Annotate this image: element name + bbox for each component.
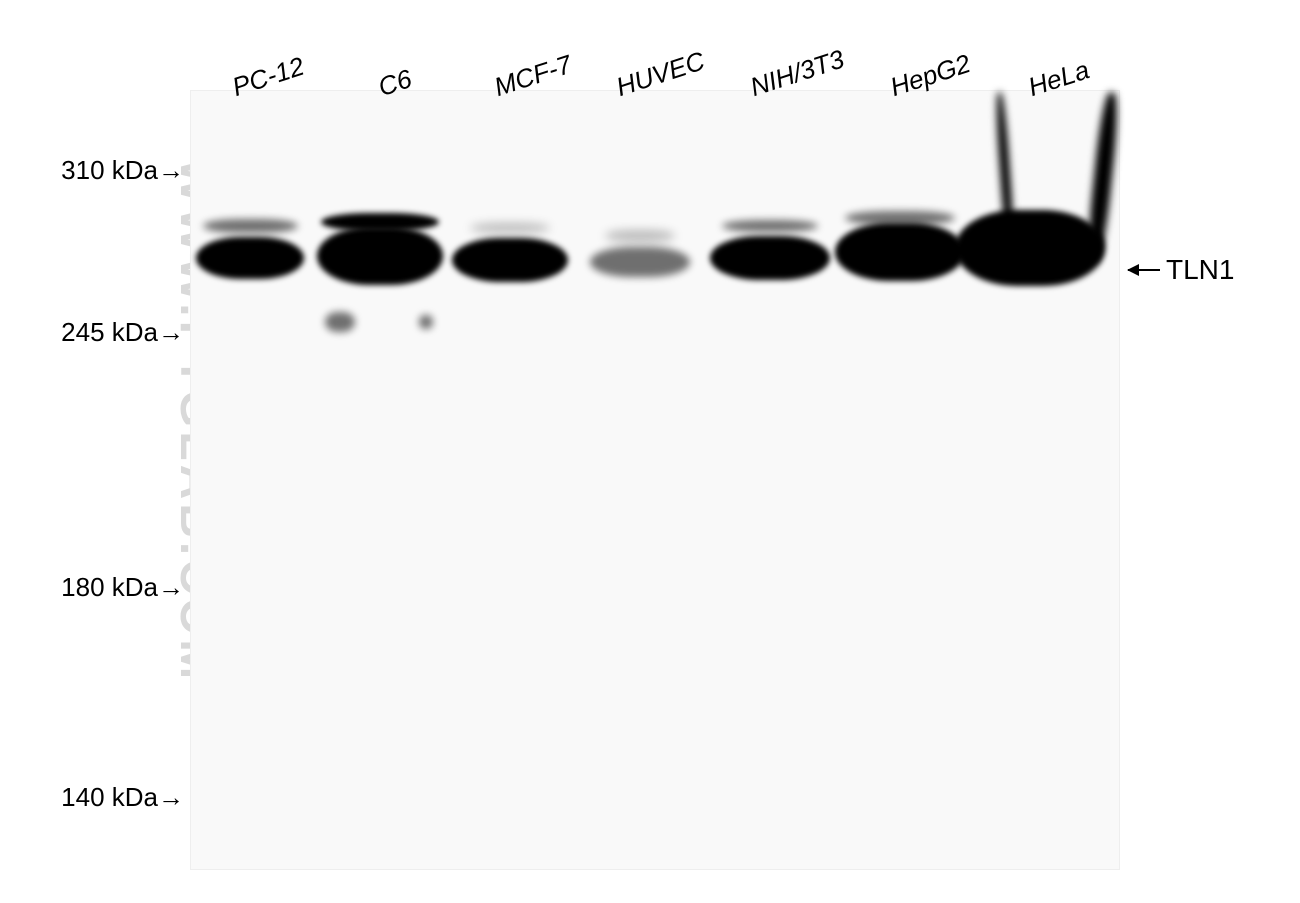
blot-band xyxy=(452,238,568,282)
blot-band xyxy=(317,227,443,285)
blot-band xyxy=(835,223,965,281)
blot-band xyxy=(710,236,830,280)
blot-band xyxy=(605,230,675,242)
blot-band xyxy=(722,220,818,232)
blot-band xyxy=(321,213,439,231)
blot-band xyxy=(419,315,433,329)
mw-marker-label: 180 kDa→ xyxy=(61,572,184,603)
blot-band xyxy=(590,247,690,277)
mw-marker-label: 140 kDa→ xyxy=(61,782,184,813)
mw-marker-label: 245 kDa→ xyxy=(61,317,184,348)
figure-container: WWW.PTGLAB.COM TLN1 PC-12C6MCF-7HUVECNIH… xyxy=(0,0,1300,903)
blot-band xyxy=(955,210,1105,286)
blot-band xyxy=(470,223,550,233)
target-protein-name: TLN1 xyxy=(1166,254,1234,286)
blot-membrane-area xyxy=(190,90,1120,870)
blot-band xyxy=(845,211,955,225)
mw-marker-label: 310 kDa→ xyxy=(61,155,184,186)
arrow-left-icon xyxy=(1128,269,1160,271)
blot-band xyxy=(203,219,298,233)
blot-band xyxy=(325,312,355,332)
target-label-arrow: TLN1 xyxy=(1128,254,1234,286)
blot-band xyxy=(196,237,304,279)
